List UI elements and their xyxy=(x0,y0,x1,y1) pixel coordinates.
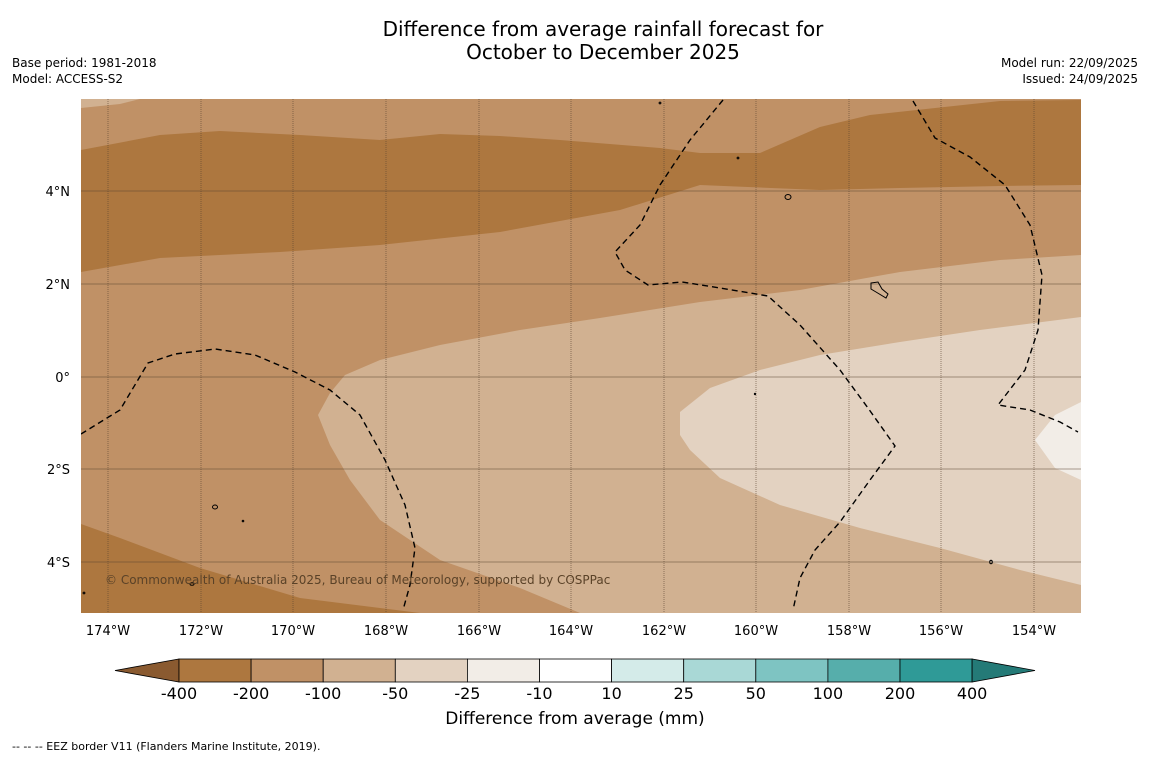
latitude-label: 4°S xyxy=(47,556,70,571)
island-dot xyxy=(658,101,662,105)
longitude-label: 160°W xyxy=(734,624,778,639)
colorbar-tick-label: 100 xyxy=(813,684,844,703)
island-outline xyxy=(212,504,218,510)
colorbar-tick-label: 25 xyxy=(674,684,694,703)
colorbar-segment xyxy=(827,658,901,683)
region-dark-patch xyxy=(81,99,140,108)
island-outline xyxy=(989,559,993,565)
colorbar-label: Difference from average (mm) xyxy=(445,709,705,729)
eez-border-east xyxy=(912,100,1079,433)
colorbar-segment xyxy=(394,658,468,683)
island-outline xyxy=(189,582,195,586)
longitude-label: 154°W xyxy=(1012,624,1056,639)
island-outline xyxy=(784,194,792,200)
model-run: Model run: 22/09/2025 xyxy=(1000,56,1138,70)
colorbar-segment xyxy=(322,658,396,683)
colorbar-segment xyxy=(250,658,324,683)
latitude-label: 0° xyxy=(55,371,70,386)
colorbar-segment xyxy=(899,658,973,683)
colorbar-tick-label: 50 xyxy=(746,684,766,703)
colorbar-segment xyxy=(755,658,829,683)
island-dot xyxy=(736,156,740,160)
eez-legend: -- -- -- EEZ border V11 (Flanders Marine… xyxy=(12,740,321,753)
colorbar-segment xyxy=(178,658,252,683)
chart-title: Difference from average rainfall forecas… xyxy=(300,18,906,64)
title-line-2: October to December 2025 xyxy=(466,40,740,64)
eez-border-west xyxy=(81,348,416,611)
longitude-label: 166°W xyxy=(457,624,501,639)
longitude-label: 164°W xyxy=(549,624,593,639)
longitude-label: 174°W xyxy=(86,624,130,639)
latitude-label: 2°S xyxy=(47,463,70,478)
islands xyxy=(82,101,993,595)
island-dot xyxy=(753,392,757,396)
longitude-label: 168°W xyxy=(364,624,408,639)
colorbar-segment xyxy=(539,658,612,683)
colorbar xyxy=(114,658,1036,683)
issued-date: Issued: 24/09/2025 xyxy=(1022,72,1138,86)
latitude-labels: 4°N 2°N 0° 2°S 4°S xyxy=(46,185,71,571)
latitude-label: 2°N xyxy=(46,278,71,293)
colorbar-tick-label: 200 xyxy=(885,684,916,703)
island-dot xyxy=(82,591,86,595)
longitude-label: 172°W xyxy=(179,624,223,639)
colorbar-tick-label: -400 xyxy=(161,684,197,703)
model-name: Model: ACCESS-S2 xyxy=(12,72,124,86)
copyright-text: © Commonwealth of Australia 2025, Bureau… xyxy=(105,573,610,587)
latitude-label: 4°N xyxy=(46,185,71,200)
meta-left: Base period: 1981-2018 Model: ACCESS-S2 xyxy=(12,55,157,87)
colorbar-arrow-high xyxy=(971,658,1036,683)
base-period: Base period: 1981-2018 xyxy=(12,56,157,70)
island-dot xyxy=(241,519,245,523)
region-minus-25-10 xyxy=(680,317,1081,585)
longitude-label: 170°W xyxy=(271,624,315,639)
colorbar-tick-label: -10 xyxy=(526,684,552,703)
colorbar-tick-label: -50 xyxy=(382,684,408,703)
graticule xyxy=(81,99,1081,613)
longitude-label: 158°W xyxy=(827,624,871,639)
colorbar-tick-label: 400 xyxy=(957,684,988,703)
eez-borders xyxy=(81,99,1079,611)
map-panel: © Commonwealth of Australia 2025, Bureau… xyxy=(81,99,1081,613)
longitude-label: 156°W xyxy=(919,624,963,639)
colorbar-segment xyxy=(611,658,685,683)
island-outline xyxy=(870,281,889,299)
eez-border-central xyxy=(614,99,896,611)
colorbar-tick-label: -100 xyxy=(305,684,341,703)
colorbar-segment xyxy=(683,658,757,683)
colorbar-tick-label: 10 xyxy=(601,684,621,703)
colorbar-arrow-low xyxy=(114,658,180,683)
colorbar-ticks: -400 -200 -100 -50 -25 -10 10 25 50 100 200 400 xyxy=(161,684,988,703)
colorbar-tick-label: -200 xyxy=(233,684,269,703)
colorbar-segment xyxy=(466,658,540,683)
title-line-1: Difference from average rainfall forecas… xyxy=(382,17,824,41)
meta-right: Model run: 22/09/2025 Issued: 24/09/2025 xyxy=(1001,55,1138,87)
longitude-label: 162°W xyxy=(642,624,686,639)
region-minus-10-10 xyxy=(1035,402,1081,480)
longitude-labels: 174°W 172°W 170°W 168°W 166°W 164°W 162°W 160°W… xyxy=(86,624,1056,639)
colorbar-tick-label: -25 xyxy=(454,684,480,703)
